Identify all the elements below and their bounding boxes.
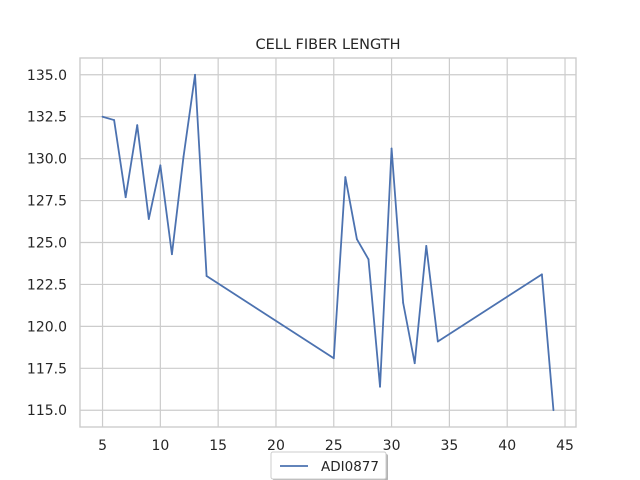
x-axis: 5 10 15 20 25 30 35 40 45: [98, 438, 574, 454]
data-point: [390, 147, 393, 150]
x-tick-label: 25: [325, 438, 343, 454]
y-tick-label: 122.5: [27, 277, 67, 293]
y-tick-label: 132.5: [27, 110, 67, 126]
data-point: [332, 357, 335, 360]
data-point: [402, 301, 405, 304]
x-tick-label: 20: [267, 438, 285, 454]
x-tick-label: 30: [383, 438, 401, 454]
y-tick-label: 127.5: [27, 194, 67, 210]
data-point: [124, 196, 127, 199]
x-tick-label: 35: [440, 438, 458, 454]
y-tick-label: 135.0: [27, 68, 67, 84]
data-point: [182, 156, 185, 158]
data-point: [171, 253, 173, 256]
data-point: [205, 275, 208, 277]
grid: [80, 58, 576, 427]
chart-title: CELL FIBER LENGTH: [255, 37, 400, 53]
y-tick-label: 125.0: [27, 236, 67, 252]
x-tick-label: 5: [98, 438, 107, 454]
data-point: [194, 73, 196, 76]
series-line: [102, 73, 555, 411]
y-tick-label: 130.0: [27, 152, 67, 168]
data-point: [356, 238, 358, 241]
data-point: [367, 258, 370, 261]
data-point: [113, 119, 116, 121]
y-axis: 115.0 117.5 120.0 122.5 125.0 127.5 130.0 132.5…: [27, 68, 67, 419]
data-point: [147, 218, 150, 220]
series-layer: [101, 73, 555, 412]
x-tick-label: 10: [151, 438, 169, 454]
data-point: [136, 124, 139, 126]
legend: ADI0877: [270, 451, 388, 480]
y-tick-label: 120.0: [27, 319, 67, 335]
data-point: [101, 115, 104, 118]
x-tick-label: 15: [209, 438, 227, 454]
data-point: [379, 385, 381, 388]
x-tick-label: 45: [556, 438, 574, 454]
y-tick-label: 117.5: [27, 361, 67, 377]
data-point: [425, 244, 428, 247]
data-point: [413, 362, 416, 365]
data-point: [159, 164, 162, 167]
data-point: [552, 409, 555, 412]
axes-border: [79, 57, 577, 428]
legend-box: [270, 451, 387, 480]
y-tick-label: 115.0: [27, 403, 67, 419]
axes-frame: [79, 57, 577, 428]
data-point: [540, 273, 543, 276]
x-tick-label: 40: [498, 438, 516, 454]
data-point: [436, 340, 439, 343]
data-point: [344, 176, 347, 178]
legend-label: ADI0877: [321, 459, 379, 475]
